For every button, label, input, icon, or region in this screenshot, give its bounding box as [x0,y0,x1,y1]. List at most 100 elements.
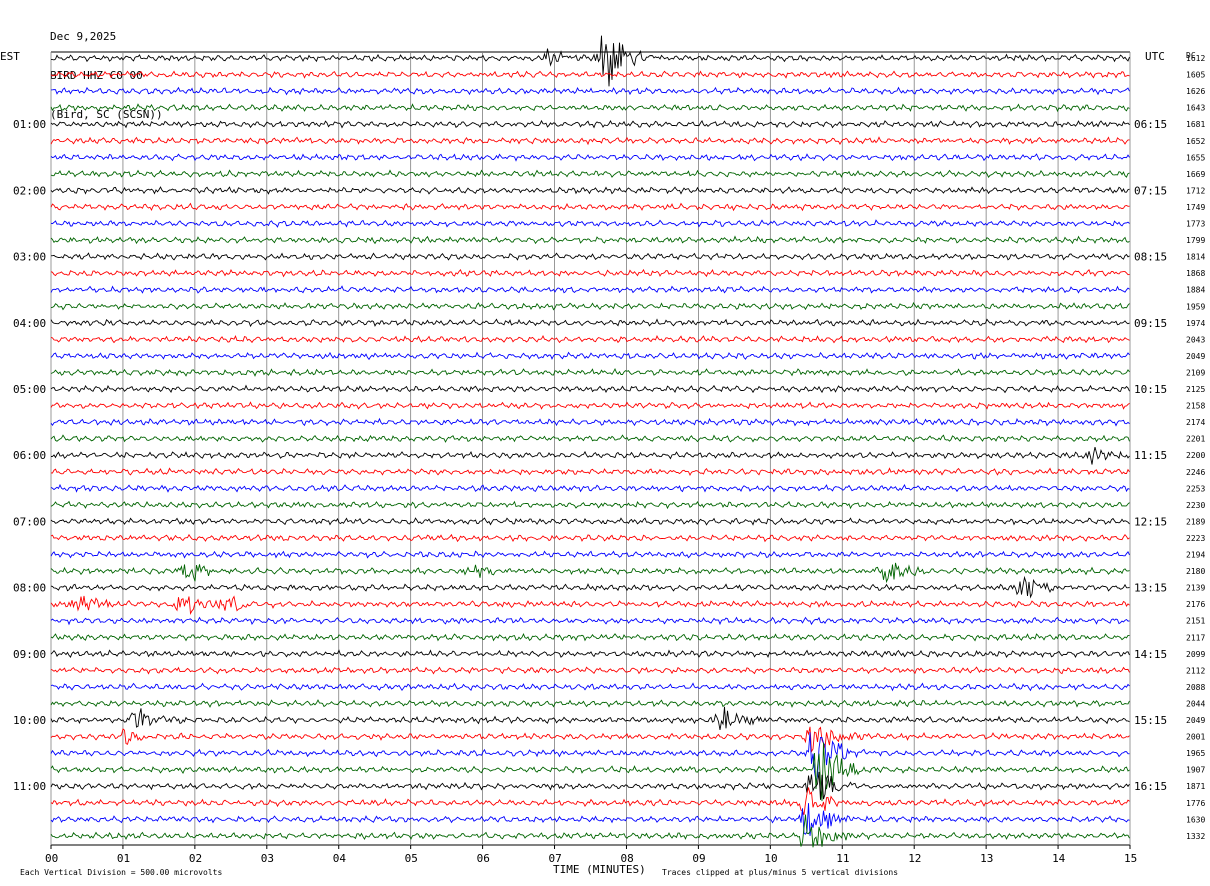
left-timezone-label: EST [0,50,20,63]
seismic-trace [50,562,1130,584]
right-hour-label: 12:15 [1134,515,1167,528]
seismic-trace [50,318,1130,328]
right-hour-label: 10:15 [1134,383,1167,396]
right-hour-label: 11:15 [1134,449,1167,462]
right-hour-label: 07:15 [1134,184,1167,197]
seismic-trace [50,219,1130,228]
dc-offset-label: 1652 [1186,137,1205,146]
seismic-trace [50,803,1130,836]
seismic-trace [50,666,1130,675]
left-hour-label: 11:00 [13,780,46,793]
dc-offset-label: 2200 [1186,451,1205,460]
seismic-trace [50,285,1130,294]
x-tick-label: 08 [620,852,633,865]
seismic-trace [51,35,1130,87]
dc-offset-label: 2112 [1186,666,1205,675]
dc-offset-label: 1630 [1186,815,1205,824]
x-axis-label: TIME (MINUTES) [553,863,646,876]
x-tick-label: 12 [908,852,921,865]
seismic-trace [50,500,1130,510]
dc-offset-label: 2189 [1186,517,1205,526]
seismic-trace [50,467,1130,476]
seismic-trace [50,70,1130,79]
dc-offset-label: 1655 [1186,153,1205,162]
right-hour-label: 14:15 [1134,648,1167,661]
left-hour-label: 10:00 [13,714,46,727]
dc-offset-label: 1974 [1186,319,1205,328]
seismic-trace [50,787,1130,815]
scale-note: Each Vertical Division = 500.00 microvol… [20,868,222,877]
seismic-trace [50,367,1130,377]
dc-offset-label: 2194 [1186,551,1205,560]
dc-offset-label: 1884 [1186,286,1205,295]
dc-offset-label: 1776 [1186,799,1205,808]
seismic-trace [50,771,1130,800]
seismic-trace [50,483,1130,493]
x-tick-label: 07 [549,852,562,865]
dc-offset-label: 2088 [1186,683,1205,692]
seismic-trace [50,726,1130,754]
seismic-trace [50,351,1130,361]
left-hour-label: 03:00 [13,251,46,264]
seismic-trace [50,334,1130,344]
dc-offset-label: 1669 [1186,170,1205,179]
seismic-trace [50,434,1130,443]
clip-note: Traces clipped at plus/minus 5 vertical … [662,868,898,877]
x-tick-label: 11 [836,852,849,865]
seismic-trace [50,706,1130,730]
x-tick-label: 06 [477,852,490,865]
seismic-trace [50,169,1130,179]
seismic-trace [50,186,1130,195]
dc-offset-label: 1871 [1186,782,1205,791]
seismic-trace [50,632,1130,642]
seismic-trace [50,533,1130,543]
seismic-trace [50,384,1130,394]
seismic-trace [50,301,1130,311]
dc-offset-label: 1612 [1186,54,1205,63]
left-hour-label: 05:00 [13,383,46,396]
seismic-trace [50,517,1130,526]
seismic-trace [50,595,1130,616]
right-hour-label: 08:15 [1134,251,1167,264]
dc-offset-label: 1965 [1186,749,1205,758]
seismic-trace [50,742,1130,802]
dc-offset-label: 2049 [1186,352,1205,361]
dc-offset-label: 2043 [1186,335,1205,344]
seismic-trace [50,86,1130,96]
seismic-trace [50,550,1130,559]
seismic-trace [50,136,1130,146]
seismic-trace [50,699,1130,708]
seismic-trace [50,268,1130,278]
dc-offset-label: 1907 [1186,766,1205,775]
left-hour-label: 04:00 [13,317,46,330]
dc-offset-label: 2139 [1186,584,1205,593]
left-hour-label: 01:00 [13,118,46,131]
x-tick-label: 10 [764,852,777,865]
x-tick-label: 03 [261,852,274,865]
dc-offset-label: 2174 [1186,418,1205,427]
dc-offset-label: 2246 [1186,468,1205,477]
dc-offset-label: 1681 [1186,120,1205,129]
x-tick-label: 02 [189,852,202,865]
x-tick-label: 04 [333,852,347,865]
header-date: Dec 9,2025 [50,30,117,43]
dc-offset-label: 1749 [1186,203,1205,212]
dc-offset-label: 1799 [1186,236,1205,245]
seismic-trace [50,682,1130,692]
seismic-trace [50,153,1130,162]
dc-offset-label: 1332 [1186,832,1205,841]
dc-offset-label: 1626 [1186,87,1205,96]
left-hour-label: 09:00 [13,648,46,661]
seismic-trace [50,103,1130,113]
dc-offset-label: 2230 [1186,501,1205,510]
dc-offset-label: 2001 [1186,733,1205,742]
seismic-trace [50,616,1130,626]
dc-offset-label: 1712 [1186,186,1205,195]
right-hour-label: 16:15 [1134,780,1167,793]
x-tick-label: 15 [1124,852,1137,865]
left-hour-label: 06:00 [13,449,46,462]
seismic-trace [50,575,1130,599]
dc-offset-label: 2158 [1186,402,1205,411]
dc-offset-label: 2223 [1186,534,1205,543]
